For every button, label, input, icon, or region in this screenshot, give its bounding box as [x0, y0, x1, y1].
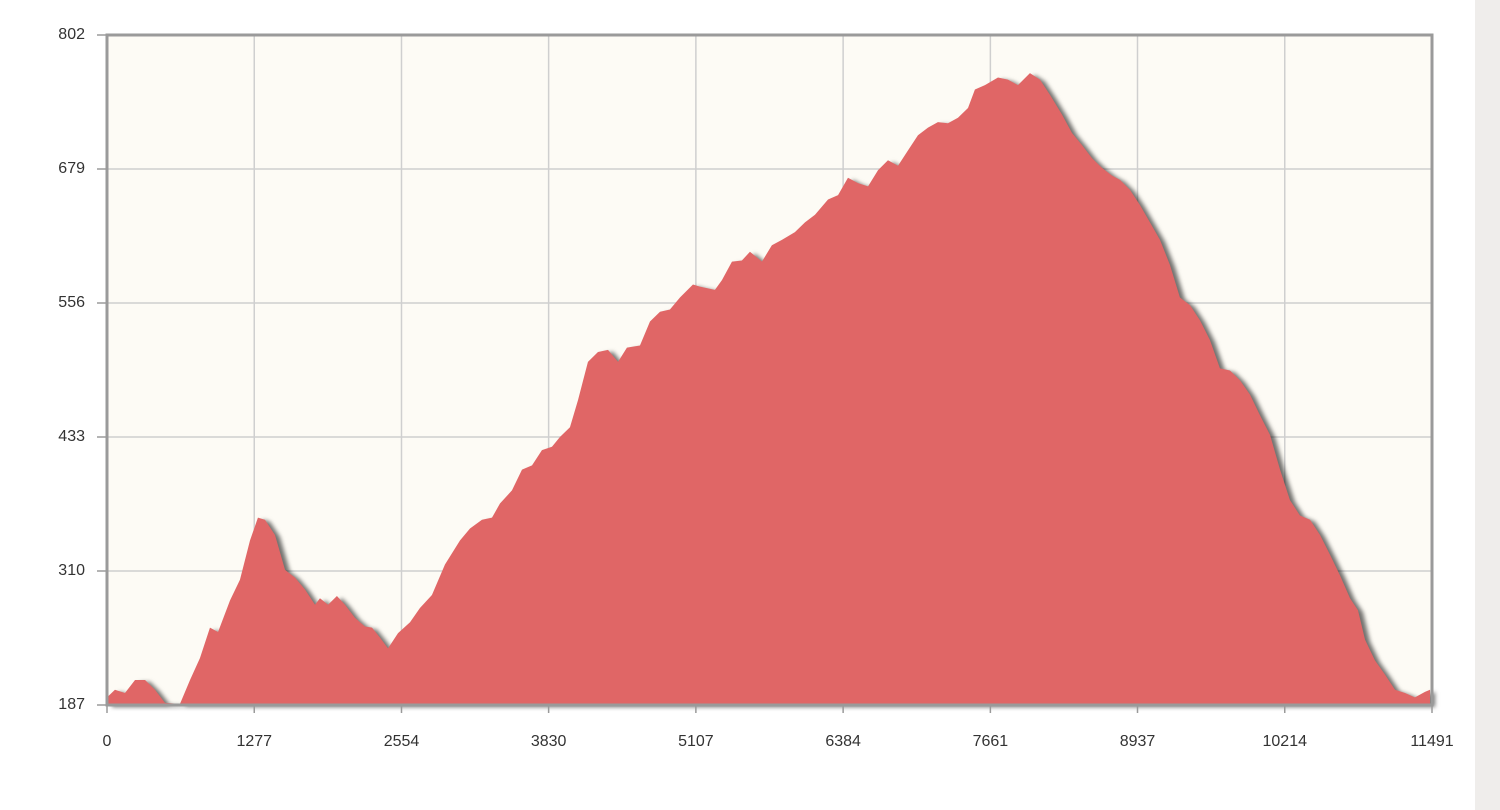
plot-frame [105, 33, 1434, 707]
labels: 187 310 433 556 679 802 0 1277 2554 3830 5107 6384 7… [58, 26, 1453, 750]
y-tick-label: 433 [58, 428, 85, 445]
x-tick-label: 5107 [678, 733, 714, 750]
elevation-area [107, 73, 1431, 706]
y-tick-label: 556 [58, 294, 85, 311]
side-strip [1475, 0, 1500, 810]
x-tick-label: 8937 [1120, 733, 1156, 750]
x-tick-label: 7661 [973, 733, 1009, 750]
x-tick-label: 10214 [1263, 733, 1308, 750]
y-tick-label: 802 [58, 26, 85, 43]
y-tick-label: 679 [58, 160, 85, 177]
x-tick-label: 1277 [236, 733, 272, 750]
x-tick-label: 6384 [825, 733, 861, 750]
x-tick-label: 0 [103, 733, 112, 750]
x-tick-label: 3830 [531, 733, 567, 750]
x-tick-label: 11491 [1410, 733, 1453, 750]
marks [107, 73, 1431, 706]
y-tick-label: 310 [58, 562, 85, 579]
x-tick-label: 2554 [384, 733, 420, 750]
y-tick-label: 187 [58, 696, 85, 713]
